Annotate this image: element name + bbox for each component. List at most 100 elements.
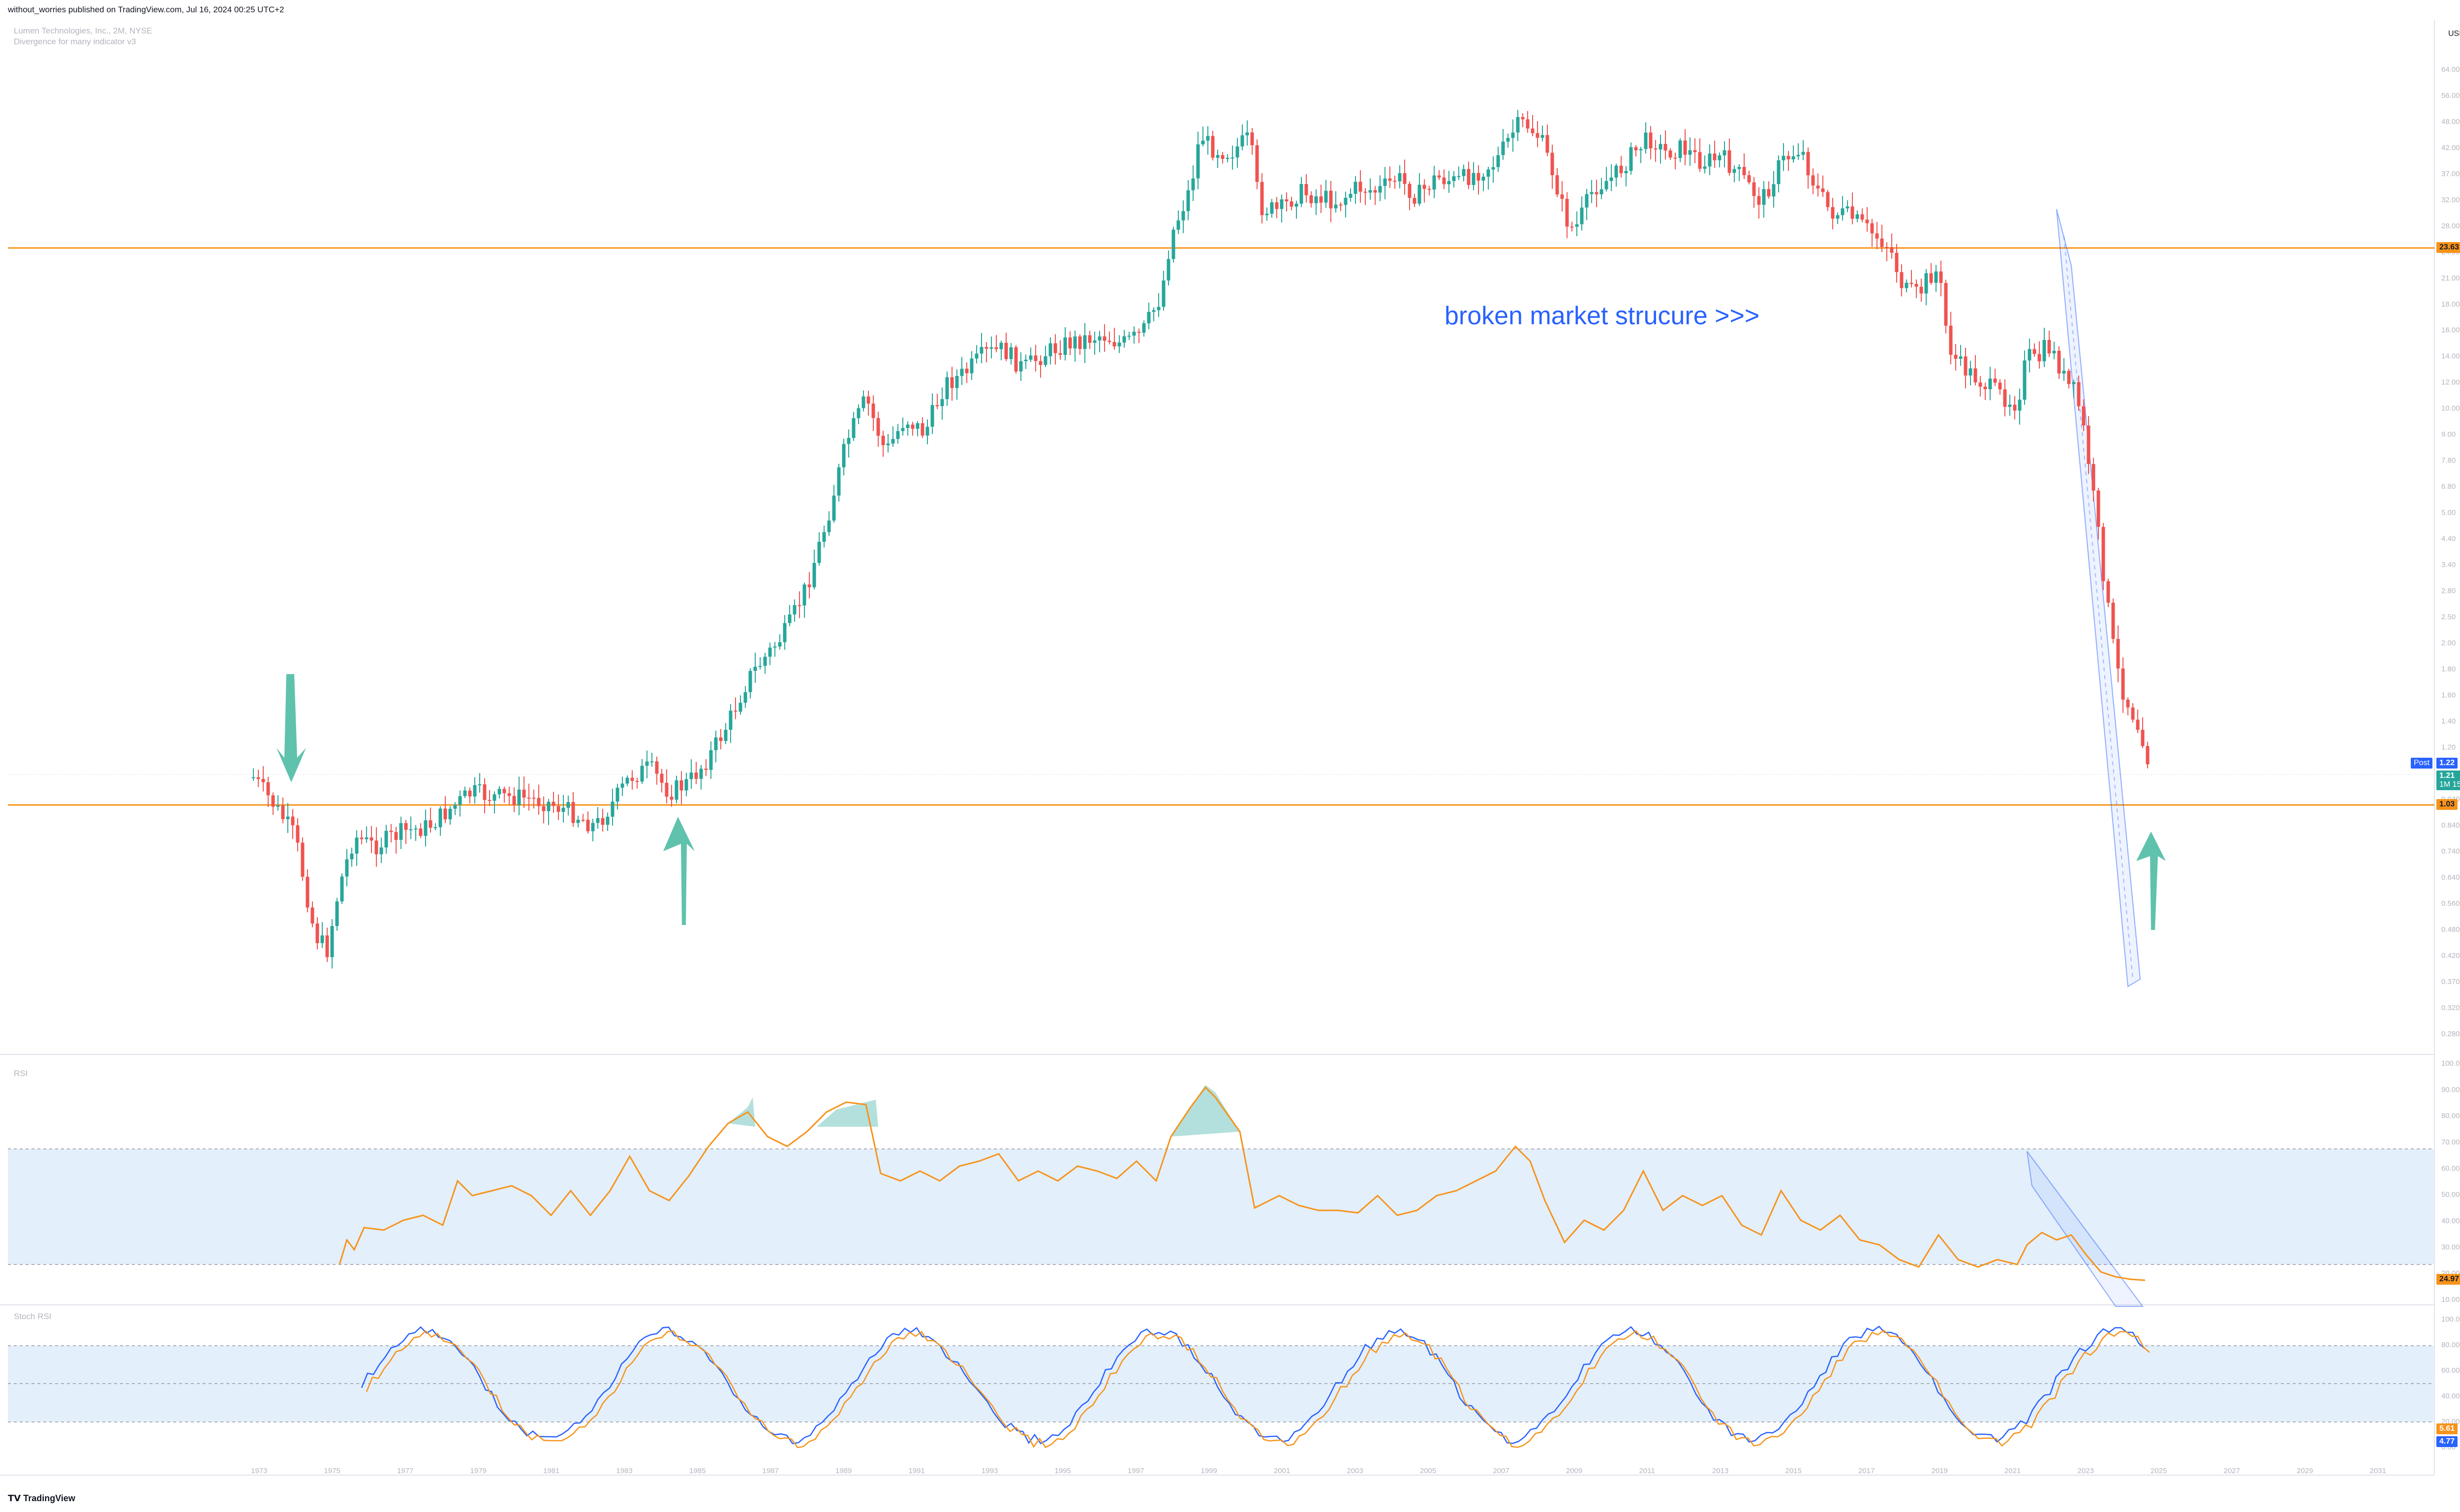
candle-body	[1624, 171, 1628, 174]
candle-body	[276, 805, 280, 807]
candle-body	[1245, 132, 1249, 136]
candle-body	[1378, 185, 1382, 193]
last-price-tag: 1.21 1M 15d	[2436, 771, 2460, 790]
rsi-value-tag: 24.97	[2436, 1274, 2460, 1285]
candle-body	[2013, 404, 2017, 411]
candle-body	[896, 431, 900, 439]
candle-body	[930, 405, 934, 427]
currency-label[interactable]: USD	[2448, 30, 2460, 38]
candle-body	[1595, 192, 1599, 194]
candle-body	[1762, 189, 1766, 205]
candle-body	[1501, 141, 1505, 155]
candle-body	[881, 435, 885, 445]
candle-body	[591, 823, 595, 832]
candle-body	[1811, 175, 1815, 186]
arrow-up-icon[interactable]	[2136, 832, 2166, 930]
candle-body	[1885, 247, 1889, 248]
candle-body	[1398, 173, 1402, 182]
falling-channel-drawing[interactable]	[2056, 209, 2141, 987]
candle-body	[2096, 490, 2100, 527]
candle-body	[916, 423, 920, 429]
candle-body	[1964, 356, 1968, 376]
candle-body	[615, 787, 619, 802]
candle-body	[1919, 286, 1923, 294]
candle-body	[625, 777, 629, 784]
candle-body	[729, 710, 733, 730]
stoch-d-line[interactable]	[366, 1329, 2150, 1449]
time-axis[interactable]: 1973 1975 1977 1979 1981 1983 1985 1987 1989 1991…	[251, 1467, 2386, 1475]
candle-body	[1235, 146, 1239, 158]
candle-body	[1836, 215, 1840, 219]
candle-body	[1536, 133, 1539, 138]
time-tick-label: 2015	[1785, 1467, 1802, 1475]
price-axis[interactable]: 64.0056.0048.0042.0037.0032.0028.0024.00…	[2441, 65, 2460, 1038]
candle-body	[1909, 282, 1913, 284]
candle-body	[1486, 169, 1490, 177]
candle-body	[1285, 199, 1289, 202]
rsi-channel-drawing[interactable]	[2027, 1151, 2144, 1307]
candle-body	[645, 761, 649, 766]
arrow-down-icon[interactable]	[277, 674, 306, 782]
candle-body	[1585, 194, 1589, 208]
candle-body	[1467, 169, 1471, 185]
text-annotation[interactable]: broken market strucure >>>	[1445, 302, 1760, 330]
candle-body	[1609, 177, 1613, 181]
symbol-label[interactable]: Lumen Technologies, Inc., 2M, NYSE	[14, 26, 153, 35]
candle-body	[1688, 150, 1692, 155]
candle-body	[1629, 147, 1633, 171]
price-tick-label: 2.00	[2441, 639, 2456, 647]
candle-body	[1167, 259, 1170, 281]
candle-body	[1914, 284, 1918, 287]
time-tick-label: 1981	[543, 1467, 559, 1475]
candle-body	[817, 542, 821, 563]
indicator-label[interactable]: Divergence for many indicator v3	[14, 37, 136, 46]
candle-body	[1280, 199, 1284, 209]
stoch-tick-label: 40.00	[2441, 1392, 2460, 1400]
candle-body	[1019, 361, 1023, 371]
candle-body	[1358, 182, 1362, 192]
time-tick-label: 2027	[2224, 1467, 2240, 1475]
price-tick-label: 48.00	[2441, 118, 2460, 126]
candle-body	[704, 769, 708, 770]
rsi-pane-title[interactable]: RSI	[14, 1069, 28, 1078]
candle-body	[1053, 343, 1057, 353]
candle-body	[1619, 165, 1623, 174]
candle-body	[468, 790, 472, 797]
arrow-up-icon[interactable]	[663, 817, 695, 925]
candle-body	[1855, 214, 1859, 219]
stoch-tick-label: 60.00	[2441, 1366, 2460, 1375]
candle-body	[1634, 147, 1638, 151]
candle-body	[857, 408, 861, 418]
candle-body	[2116, 639, 2120, 669]
candle-body	[512, 796, 516, 805]
candle-body	[1339, 204, 1343, 206]
candle-body	[1718, 155, 1722, 160]
tradingview-logo[interactable]: 𝗧𝗩 TradingView	[8, 1493, 75, 1504]
stoch-tick-label: 100.00	[2441, 1315, 2460, 1324]
candle-body	[1590, 192, 1594, 194]
candle-body	[306, 876, 309, 908]
candle-body	[2057, 350, 2061, 374]
candle-body	[601, 818, 605, 825]
rsi-line[interactable]	[338, 1086, 2146, 1281]
candle-body	[832, 495, 836, 521]
candle-body	[1437, 175, 1441, 178]
candle-body	[2126, 700, 2130, 708]
candle-body	[1880, 238, 1884, 247]
candle-body	[1472, 173, 1476, 185]
candle-body	[1319, 196, 1323, 203]
candle-body	[537, 798, 541, 806]
rsi-axis[interactable]: 100.00 90.00 80.00 70.00 60.00 50.00 40.00 30.0…	[2441, 1059, 2460, 1304]
candle-body	[1103, 336, 1107, 341]
stoch-pane-title[interactable]: Stoch RSI	[14, 1312, 52, 1321]
candle-body	[2072, 382, 2076, 384]
candle-body	[724, 730, 728, 741]
candle-body	[1698, 152, 1702, 169]
candle-body	[360, 837, 364, 839]
price-tick-label: 64.00	[2441, 65, 2460, 74]
candlestick-series[interactable]	[251, 110, 2150, 969]
